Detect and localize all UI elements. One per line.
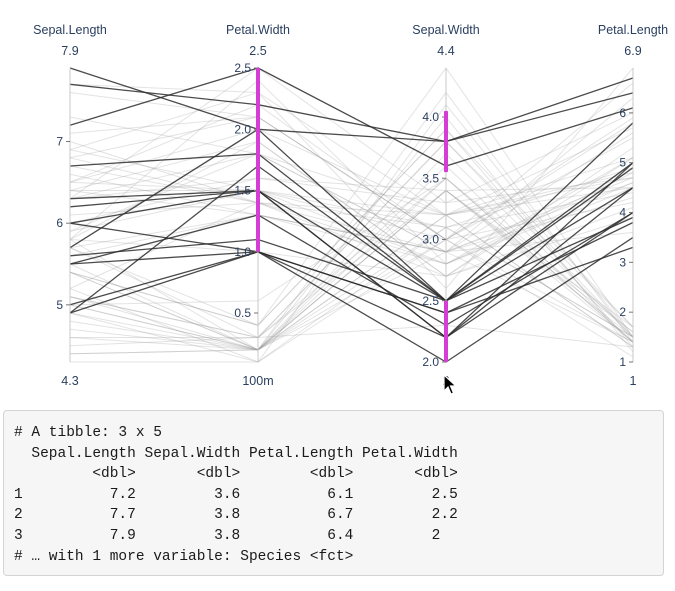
brush-range[interactable] — [444, 110, 448, 173]
console-output: # A tibble: 3 x 5 Sepal.Length Sepal.Wid… — [3, 410, 664, 576]
selected-data-line — [69, 167, 634, 302]
data-line — [69, 97, 634, 253]
selected-data-line — [69, 221, 634, 314]
axis-tick-label: 1.0 — [234, 245, 251, 259]
axis-tick-label: 4 — [619, 206, 626, 220]
axis-tick-label: 6 — [56, 216, 63, 230]
axis-tick-label: 2.0 — [422, 355, 439, 369]
data-line — [69, 324, 634, 348]
data-line — [69, 141, 634, 216]
parallel-coordinates-chart: Sepal.Length 7.9 4.3 5 6 7 Petal.Width 2.5 100m 0… — [33, 23, 668, 388]
console-line: 2 7.7 3.8 6.7 2.2 — [14, 507, 458, 524]
selected-data-line — [69, 165, 634, 314]
console-line: # … with 1 more variable: Species <fct> — [14, 548, 354, 565]
selected-data-line — [69, 77, 634, 143]
axis-max-label: 6.9 — [624, 44, 641, 58]
data-line — [69, 202, 634, 289]
axis-max-label: 2.5 — [249, 44, 266, 58]
data-line — [70, 238, 634, 363]
data-line — [69, 140, 634, 339]
axis-min-label: 1 — [630, 374, 637, 388]
axis-tick-label: 1 — [619, 355, 626, 369]
data-line — [69, 149, 634, 228]
axes: Sepal.Length 7.9 4.3 5 6 7 Petal.Width 2.5 100m 0… — [33, 23, 668, 388]
data-line — [69, 187, 634, 265]
axis-tick-label: 4.0 — [422, 110, 439, 124]
data-line — [69, 67, 634, 338]
data-line — [69, 177, 634, 343]
selected-data-line — [69, 211, 634, 339]
data-line — [69, 165, 634, 351]
axis-title[interactable]: Petal.Length — [598, 23, 668, 37]
console-line: <dbl> <dbl> <dbl> <dbl> — [14, 466, 458, 483]
data-line — [69, 91, 634, 216]
axis-tick-label: 2.5 — [422, 294, 439, 308]
axis-tick-label: 5 — [56, 298, 63, 312]
axis-tick-label: 3.0 — [422, 233, 439, 247]
axis-title[interactable]: Petal.Width — [226, 23, 290, 37]
axis-tick-label: 3.5 — [422, 171, 439, 185]
axis-tick-label: 6 — [619, 106, 626, 120]
data-line — [69, 226, 634, 351]
data-line — [69, 140, 634, 277]
data-line — [69, 128, 634, 216]
data-line — [69, 177, 634, 224]
selected-data-line — [69, 128, 634, 302]
axis-tick-label: 3 — [619, 255, 626, 269]
data-line — [69, 251, 634, 355]
axis-title[interactable]: Sepal.Length — [33, 23, 107, 37]
brush-range[interactable] — [444, 300, 448, 362]
data-line — [69, 116, 634, 241]
axis-tick-label: 2 — [619, 305, 626, 319]
highlighted-lines — [69, 67, 634, 363]
data-line — [69, 82, 634, 241]
console-line: # A tibble: 3 x 5 — [14, 425, 162, 441]
axis-min-label: 4.3 — [61, 374, 78, 388]
data-line — [69, 153, 634, 232]
brush-range[interactable] — [256, 68, 260, 252]
data-line — [69, 153, 634, 351]
axis-max-label: 4.4 — [437, 44, 454, 58]
axis-tick-label: 2.0 — [234, 122, 251, 136]
data-line — [69, 116, 634, 241]
axis-tick-label: 1.5 — [234, 184, 251, 198]
selected-data-line — [69, 67, 634, 167]
data-line — [69, 132, 634, 253]
data-line — [70, 187, 634, 216]
console-line: Sepal.Length Sepal.Width Petal.Length Pe… — [14, 445, 458, 462]
mouse-cursor-icon — [443, 374, 457, 395]
axis-tick-label: 0.5 — [234, 306, 251, 320]
selected-data-line — [69, 216, 634, 302]
data-line — [69, 67, 634, 290]
console-line: 1 7.2 3.6 6.1 2.5 — [14, 486, 458, 503]
axis-min-label: 100m — [242, 374, 273, 388]
selected-data-line — [69, 236, 634, 363]
axis-tick-label: 5 — [619, 156, 626, 170]
selected-data-line — [69, 122, 634, 302]
console-line: 3 7.9 3.8 6.4 2 — [14, 527, 458, 544]
data-line — [69, 91, 634, 351]
axis-title[interactable]: Sepal.Width — [412, 23, 479, 37]
selected-data-line — [69, 162, 634, 339]
selected-data-line — [69, 67, 634, 143]
axis-tick-label: 7 — [56, 135, 63, 149]
axis-max-label: 7.9 — [61, 44, 78, 58]
data-line — [69, 104, 634, 241]
axis-tick-label: 2.5 — [234, 61, 251, 75]
data-line — [69, 177, 634, 333]
